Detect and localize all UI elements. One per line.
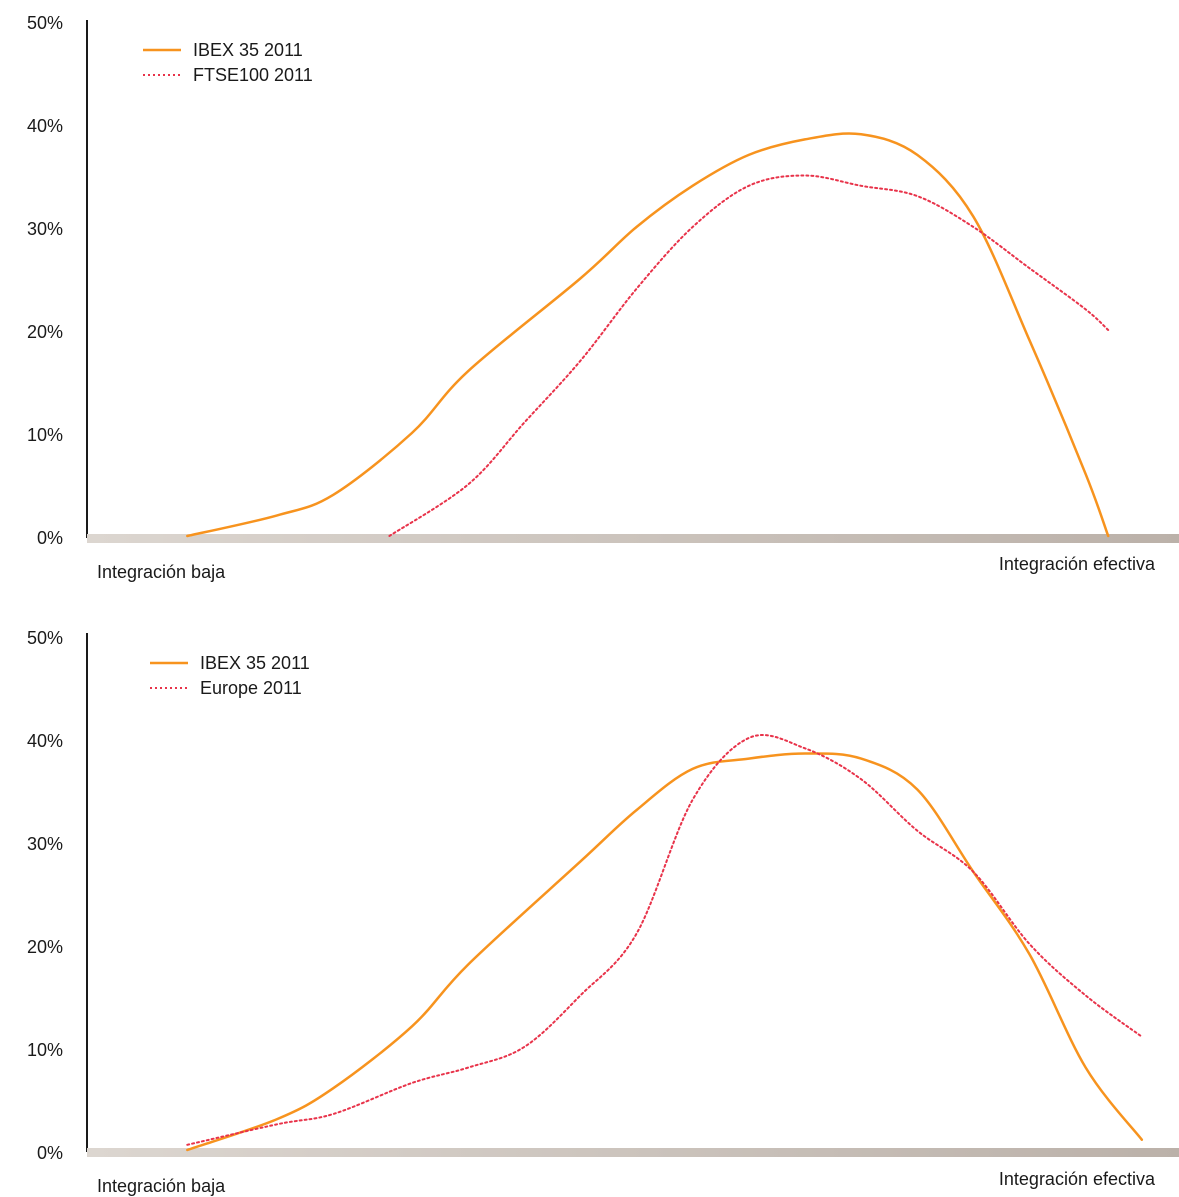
x-axis-bar xyxy=(87,534,1179,543)
x-start-label: Integración baja xyxy=(97,1176,226,1196)
legend-label: Europe 2011 xyxy=(200,678,302,698)
legend-label: IBEX 35 2011 xyxy=(200,653,310,673)
y-tick-labels: 0% 10% 20% 30% 40% 50% xyxy=(27,13,63,548)
series-lines xyxy=(186,734,1144,1152)
y-tick-label: 40% xyxy=(27,731,63,751)
legend: IBEX 35 2011 FTSE100 2011 xyxy=(143,40,313,85)
x-start-label: Integración baja xyxy=(97,562,226,582)
y-tick-label: 40% xyxy=(27,116,63,136)
y-tick-label: 20% xyxy=(27,937,63,957)
chart-ibex-vs-ftse: 0% 10% 20% 30% 40% 50% IBEX 35 2011 FTSE100 20… xyxy=(27,13,1179,582)
x-axis-bar xyxy=(87,1148,1179,1157)
y-tick-label: 0% xyxy=(37,528,63,548)
y-tick-label: 30% xyxy=(27,219,63,239)
legend-label: IBEX 35 2011 xyxy=(193,40,303,60)
y-tick-label: 30% xyxy=(27,834,63,854)
series-line-ibex-35-2011 xyxy=(186,752,1144,1152)
series-lines xyxy=(186,132,1110,538)
y-tick-label: 0% xyxy=(37,1143,63,1163)
y-tick-label: 20% xyxy=(27,322,63,342)
y-tick-label: 50% xyxy=(27,13,63,33)
series-line-ibex-35-2011 xyxy=(186,132,1110,538)
y-tick-labels: 0% 10% 20% 30% 40% 50% xyxy=(27,628,63,1163)
legend-label: FTSE100 2011 xyxy=(193,65,313,85)
legend: IBEX 35 2011 Europe 2011 xyxy=(150,653,310,698)
chart-ibex-vs-europe: 0% 10% 20% 30% 40% 50% IBEX 35 2011 Europe 201… xyxy=(27,628,1179,1196)
y-tick-label: 10% xyxy=(27,1040,63,1060)
series-line-europe-2011 xyxy=(186,734,1143,1146)
series-line-ftse100-2011 xyxy=(388,174,1110,537)
x-end-label: Integración efectiva xyxy=(999,1169,1156,1189)
x-end-label: Integración efectiva xyxy=(999,554,1156,574)
y-tick-label: 10% xyxy=(27,425,63,445)
y-tick-label: 50% xyxy=(27,628,63,648)
